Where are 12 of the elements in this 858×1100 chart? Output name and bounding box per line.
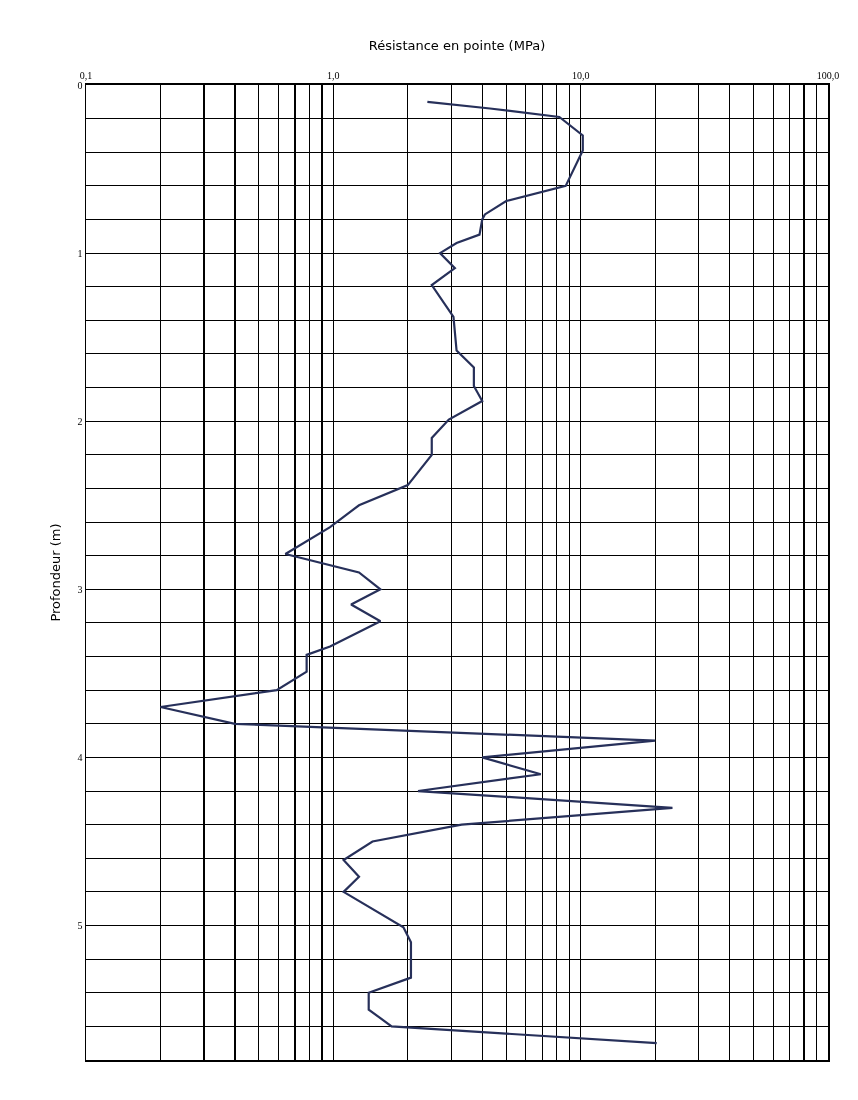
x-tick-label: 100,0 <box>816 70 840 81</box>
y-tick-label: 1 <box>77 247 83 259</box>
y-tick-label: 0 <box>77 79 83 91</box>
x-tick-label: 10,0 <box>571 70 590 81</box>
y-tick-label: 2 <box>77 415 83 427</box>
y-tick-label: 5 <box>77 920 83 932</box>
y-axis-title: Profondeur (m) <box>47 523 63 622</box>
x-tick-label: 0,1 <box>79 70 93 81</box>
y-tick-label: 4 <box>77 751 83 763</box>
x-tick-label: 1,0 <box>327 70 340 81</box>
y-tick-label: 3 <box>77 583 83 595</box>
x-axis-title: Résistance en pointe (MPa) <box>368 38 546 54</box>
